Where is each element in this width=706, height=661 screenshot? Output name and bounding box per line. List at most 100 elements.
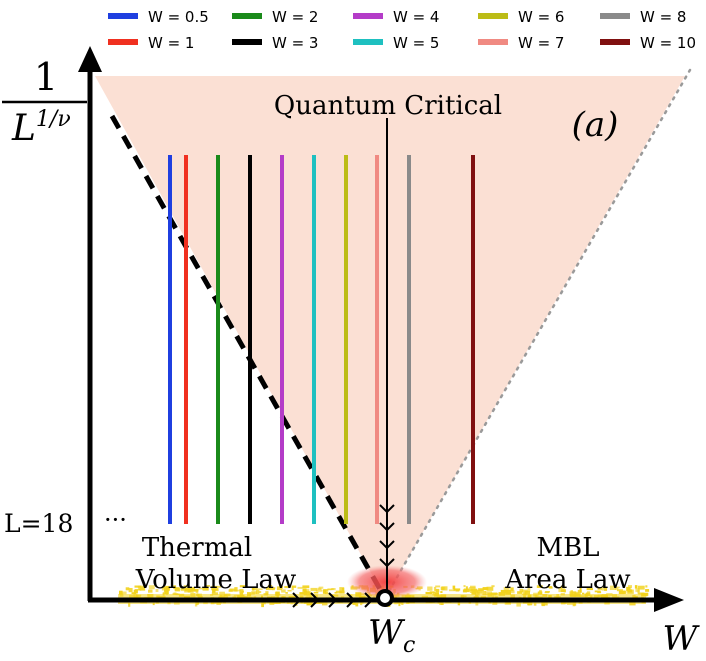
ellipsis: ··· [104,506,127,534]
gold-speck [503,587,510,591]
gold-speck [558,588,562,593]
gold-speck [131,592,137,595]
gold-speck [616,589,623,592]
legend-label: W = 0.5 [148,8,209,26]
gold-speck [241,590,244,593]
gold-speck [575,592,579,595]
gold-speck [453,588,461,591]
gold-speck [533,602,537,606]
gold-speck [234,587,238,592]
gold-speck [324,591,329,595]
gold-speck [139,587,146,591]
gold-speck [441,586,448,591]
gold-speck [627,585,632,589]
panel-label: (a) [572,105,619,145]
gold-speck [261,602,264,608]
legend-label: W = 10 [640,34,696,52]
down-arrow [379,558,395,568]
y-axis-arrowhead [78,46,102,72]
gold-speck [594,590,601,593]
gold-speck [448,589,456,592]
y-axis-denominator: L1/ν [11,107,71,149]
gold-speck [482,587,489,591]
gold-speck [265,587,273,591]
gold-speck [317,587,322,590]
gold-speck [470,585,476,589]
thermal-label: Thermal [142,533,252,563]
gold-speck [291,585,297,588]
gold-speck [546,586,553,588]
gold-speck [183,585,190,587]
gold-speck [433,586,437,591]
gold-speck [219,591,225,595]
disorder-lines [168,155,475,524]
gold-speck [212,588,219,592]
gold-speck [334,592,338,594]
gold-speck [468,587,476,592]
down-arrow [379,504,395,514]
gold-speck [229,588,236,592]
gold-speck [313,591,319,594]
gold-speck [211,585,218,591]
gold-speck [214,585,221,588]
gold-speck [638,592,645,595]
legend-label: W = 7 [518,34,564,52]
gold-speck [134,585,142,588]
gold-speck [194,588,199,591]
gold-speck [478,588,484,592]
gold-speck [597,591,602,594]
gold-speck [235,589,241,592]
gold-speck [306,602,313,606]
down-arrow [379,540,395,550]
legend-label: W = 1 [148,34,194,52]
gold-speck [425,591,433,595]
critical-point-label: Wc [368,613,415,658]
gold-speck [198,587,203,590]
mbl-label: MBL [537,533,600,563]
legend-label: W = 4 [393,8,439,26]
gold-speck [341,588,345,591]
gold-speck [452,585,456,590]
gold-speck [505,592,511,595]
gold-speck [267,585,273,589]
gold-speck [471,591,476,595]
legend-label: W = 3 [272,34,318,52]
critical-flow-arrows [379,504,395,568]
gold-speck [256,589,260,595]
gold-speck [299,592,305,595]
gold-speck [560,586,563,589]
legend-label: W = 5 [393,34,439,52]
gold-speck [486,586,494,591]
gold-speck [572,591,579,594]
gold-speck [544,591,549,594]
gold-speck [204,585,210,587]
gold-speck [524,590,530,595]
gold-speck [618,590,625,595]
gold-speck [614,587,619,590]
gold-speck [498,592,503,595]
gold-speck [355,602,359,607]
gold-speck [148,589,153,593]
gold-speck [297,586,303,589]
gold-speck [587,591,591,594]
horizontal-flow-arrows [292,592,374,608]
gold-speck [239,585,245,588]
gold-speck [463,585,466,588]
gold-speck [474,591,480,596]
gold-speck [128,588,133,593]
gold-speck [331,588,334,590]
legend: W = 0.5 W = 2 W = 4 W = 6 W = 8 W = 1 W = 3 W =… [108,8,696,52]
gold-speck [469,589,473,593]
gold-speck [281,589,286,593]
gold-speck [128,602,131,607]
gold-speck [265,591,269,595]
gold-speck [302,585,310,589]
gold-speck [202,587,206,590]
gold-speck [500,589,508,593]
gold-speck [302,589,307,593]
gold-speck [173,585,177,590]
gold-speck [519,588,524,593]
gold-speck [134,589,142,591]
right-arrow [310,592,320,608]
